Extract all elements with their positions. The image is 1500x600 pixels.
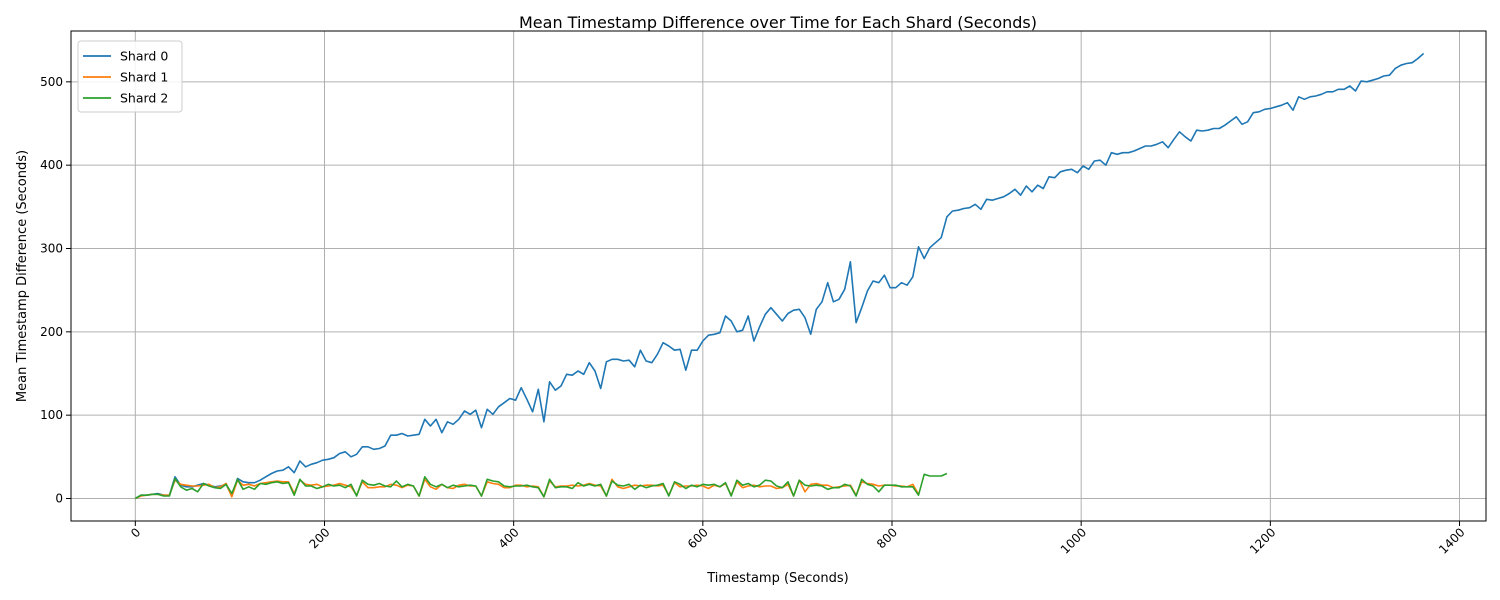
series-line-shard-1 [134,478,920,500]
legend-box [77,40,183,113]
x-tick-label: 400 [496,525,522,551]
x-tick-label: 0 [128,525,143,540]
x-axis-label: Timestamp (Seconds) [706,571,848,586]
x-tick-label: 200 [307,525,333,551]
x-tick-label: 1000 [1058,525,1089,556]
y-tick-label: 400 [40,158,63,172]
y-tick-label: 200 [40,325,63,339]
series-lines [134,52,1425,500]
grid-lines [71,31,1486,521]
y-tick-label: 500 [40,75,63,89]
legend-label: Shard 1 [120,70,168,85]
series-line-shard-2 [134,472,948,500]
series-line-shard-0 [134,52,1425,500]
x-tick-label: 1200 [1247,525,1278,556]
plot-frame [70,30,1487,522]
chart-title: Mean Timestamp Difference over Time for … [519,13,1037,32]
y-axis-label: Mean Timestamp Difference (Seconds) [15,150,30,402]
y-tick-label: 0 [55,492,63,506]
y-tick-label: 300 [40,242,63,256]
y-tick-label: 100 [40,408,63,422]
x-tick-label: 600 [685,525,711,551]
x-tick-label: 1400 [1436,525,1467,556]
legend-label: Shard 0 [120,49,168,64]
x-tick-label: 800 [874,525,900,551]
legend-label: Shard 2 [120,91,168,106]
legend: Shard 0 Shard 1 Shard 2 [77,40,183,113]
